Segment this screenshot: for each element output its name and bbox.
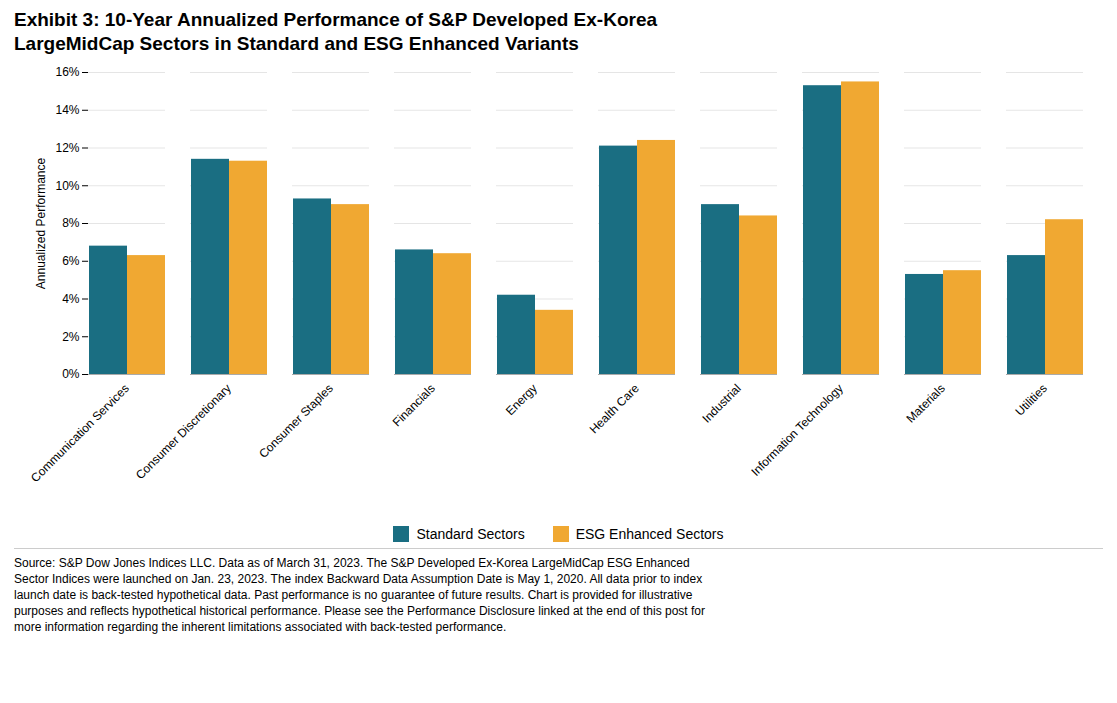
svg-text:Energy: Energy (503, 381, 540, 418)
svg-text:Consumer Discretionary: Consumer Discretionary (133, 381, 234, 482)
svg-text:6%: 6% (62, 254, 80, 268)
html-text:LargeMidCap Sectors in Standar: LargeMidCap Sectors in Standard and ESG … (14, 33, 579, 54)
html-text:Sector Indices were launched o: Sector Indices were launched on Jan. 23,… (14, 572, 703, 586)
svg-text:4%: 4% (62, 292, 80, 306)
svg-text:Utilities: Utilities (1013, 381, 1050, 418)
svg-text:Financials: Financials (390, 381, 438, 429)
svg-text:Information Technology: Information Technology (748, 381, 845, 478)
svg-text:Materials: Materials (904, 381, 948, 425)
html-text:purposes and reflects hypothet: purposes and reflects hypothetical histo… (14, 604, 705, 618)
svg-text:Health Care: Health Care (587, 381, 642, 436)
html-text:ESG Enhanced Sectors: ESG Enhanced Sectors (575, 526, 724, 542)
svg-text:10%: 10% (55, 179, 79, 193)
html-text:Source: S&P Dow Jones Indices: Source: S&P Dow Jones Indices LLC. Data … (14, 556, 690, 570)
html-text:launch date is back-tested hyp: launch date is back-tested hypothetical … (14, 588, 693, 602)
svg-text:14%: 14% (55, 103, 79, 117)
svg-text:Communication Services: Communication Services (28, 381, 132, 485)
svg-text:12%: 12% (55, 141, 79, 155)
svg-text:Industrial: Industrial (699, 381, 743, 425)
svg-text:8%: 8% (62, 216, 80, 230)
html-text:Standard Sectors: Standard Sectors (416, 526, 525, 542)
html-text:more information regarding the: more information regarding the inherent … (14, 620, 507, 634)
svg-text:0%: 0% (62, 367, 80, 381)
svg-text:16%: 16% (55, 65, 79, 79)
svg-text:2%: 2% (62, 330, 80, 344)
svg-text:Annualized Performance: Annualized Performance (34, 157, 48, 289)
html-text:Exhibit 3: 10-Year Annualized: Exhibit 3: 10-Year Annualized Performanc… (14, 9, 657, 30)
svg-text:Consumer Staples: Consumer Staples (256, 381, 336, 461)
